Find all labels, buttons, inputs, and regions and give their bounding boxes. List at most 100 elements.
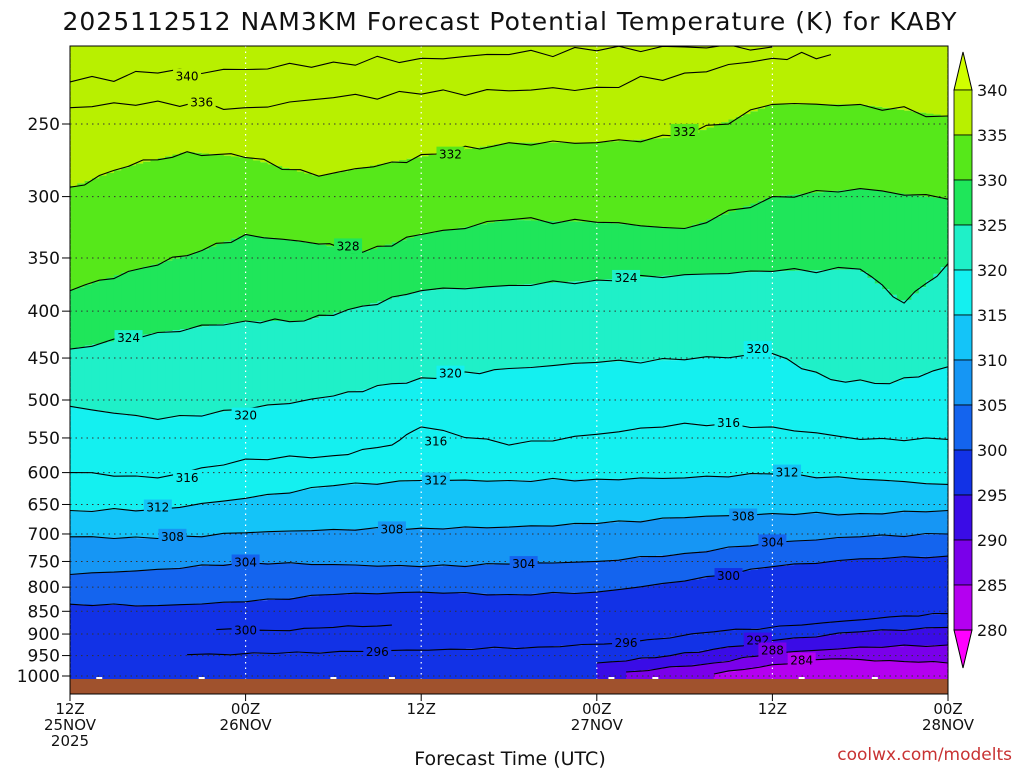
fill-cell xyxy=(772,104,781,197)
fill-cell xyxy=(201,414,210,468)
contour-label-bg xyxy=(173,68,202,84)
fill-cell xyxy=(399,295,408,383)
fill-cell xyxy=(216,243,225,325)
fill-cell xyxy=(406,528,415,567)
fill-cell xyxy=(669,554,678,583)
fill-cell xyxy=(721,515,730,549)
contour-label: 312 xyxy=(424,473,447,487)
fill-cell xyxy=(684,580,693,636)
fill-cell xyxy=(479,224,488,287)
fill-cell xyxy=(238,653,247,694)
fill-cell xyxy=(823,104,832,192)
fill-cell xyxy=(904,629,913,646)
colorbar-band xyxy=(953,449,973,496)
colorbar-tick-label: 290 xyxy=(977,531,1008,550)
fill-cell xyxy=(355,565,364,594)
fill-cell xyxy=(677,136,686,229)
fill-cell xyxy=(926,556,934,615)
fill-cell xyxy=(77,573,86,605)
fill-cell xyxy=(538,46,547,143)
fill-cell xyxy=(611,589,620,644)
fill-cell xyxy=(274,457,283,494)
fill-cell xyxy=(479,46,488,147)
fill-cell xyxy=(172,258,181,331)
surface-notch xyxy=(198,677,205,679)
fill-cell xyxy=(77,604,86,694)
fill-cell xyxy=(538,283,547,367)
fill-cell xyxy=(787,361,795,430)
fill-cell xyxy=(860,272,869,382)
fill-cell xyxy=(830,648,839,660)
fill-cell xyxy=(838,621,847,634)
fill-cell xyxy=(501,285,510,369)
contour-label-bg xyxy=(421,433,450,449)
fill-cell xyxy=(545,220,554,284)
fill-cell xyxy=(487,480,495,528)
fill-cell xyxy=(143,605,152,694)
fill-cell xyxy=(560,645,569,694)
fill-cell xyxy=(150,264,159,334)
fill-cell xyxy=(318,456,327,488)
fill-cell xyxy=(84,573,93,605)
fill-cell xyxy=(113,604,122,694)
fill-cell xyxy=(296,563,305,598)
fill-cell xyxy=(699,477,708,517)
colorbar-band xyxy=(953,404,973,451)
fill-cell xyxy=(618,361,627,432)
fill-cell xyxy=(267,531,276,564)
fill-cell xyxy=(413,566,422,593)
fill-cell xyxy=(721,46,730,123)
fill-cell xyxy=(340,46,349,172)
fill-cell xyxy=(150,46,159,160)
fill-cell xyxy=(545,646,554,694)
contour-label: 336 xyxy=(190,96,213,110)
fill-cell xyxy=(618,588,627,643)
fill-cell xyxy=(77,347,86,408)
fill-cell xyxy=(618,478,627,522)
fill-cell xyxy=(472,287,481,373)
fill-cell xyxy=(589,479,598,524)
fill-cell xyxy=(509,219,517,286)
fill-cell xyxy=(260,532,269,563)
fill-cell xyxy=(223,155,232,242)
fill-cell xyxy=(896,629,905,647)
fill-cell xyxy=(421,46,430,157)
fill-cell xyxy=(567,281,576,365)
fill-cell xyxy=(384,593,393,651)
fill-cell xyxy=(633,46,642,140)
fill-cell xyxy=(311,652,320,694)
fill-cell xyxy=(779,271,788,359)
fill-cell xyxy=(509,647,517,694)
fill-cell xyxy=(209,154,217,247)
fill-cell xyxy=(772,474,781,514)
fill-cell xyxy=(589,644,598,694)
fill-cell xyxy=(765,513,773,543)
fill-cell xyxy=(940,645,948,663)
fill-cell xyxy=(128,509,137,539)
fill-cell xyxy=(267,563,276,600)
fill-cell xyxy=(882,646,891,661)
fill-cell xyxy=(552,562,561,594)
fill-cell xyxy=(194,566,203,604)
fill-cell xyxy=(472,225,481,288)
fill-cell xyxy=(172,46,181,155)
fill-cell xyxy=(787,104,795,195)
contour-316 xyxy=(70,422,948,479)
fill-cell xyxy=(816,562,825,624)
fill-cell xyxy=(399,240,408,296)
fill-cell xyxy=(852,188,861,270)
fill-cell xyxy=(933,370,942,440)
fill-cell xyxy=(721,661,730,673)
fill-cell xyxy=(882,617,891,631)
fill-cell xyxy=(216,412,225,465)
fill-cell xyxy=(457,593,466,649)
fill-cell xyxy=(443,480,452,528)
fill-cell xyxy=(728,119,737,212)
fill-cell xyxy=(333,312,342,396)
colorbar-tick-label: 340 xyxy=(977,81,1008,100)
fill-cell xyxy=(552,142,561,222)
pressure-axis: 2503003504004505005506006507007508008509… xyxy=(17,115,70,687)
contour-label: 308 xyxy=(732,510,755,524)
fill-cell xyxy=(362,389,371,450)
fill-cell xyxy=(867,479,876,514)
